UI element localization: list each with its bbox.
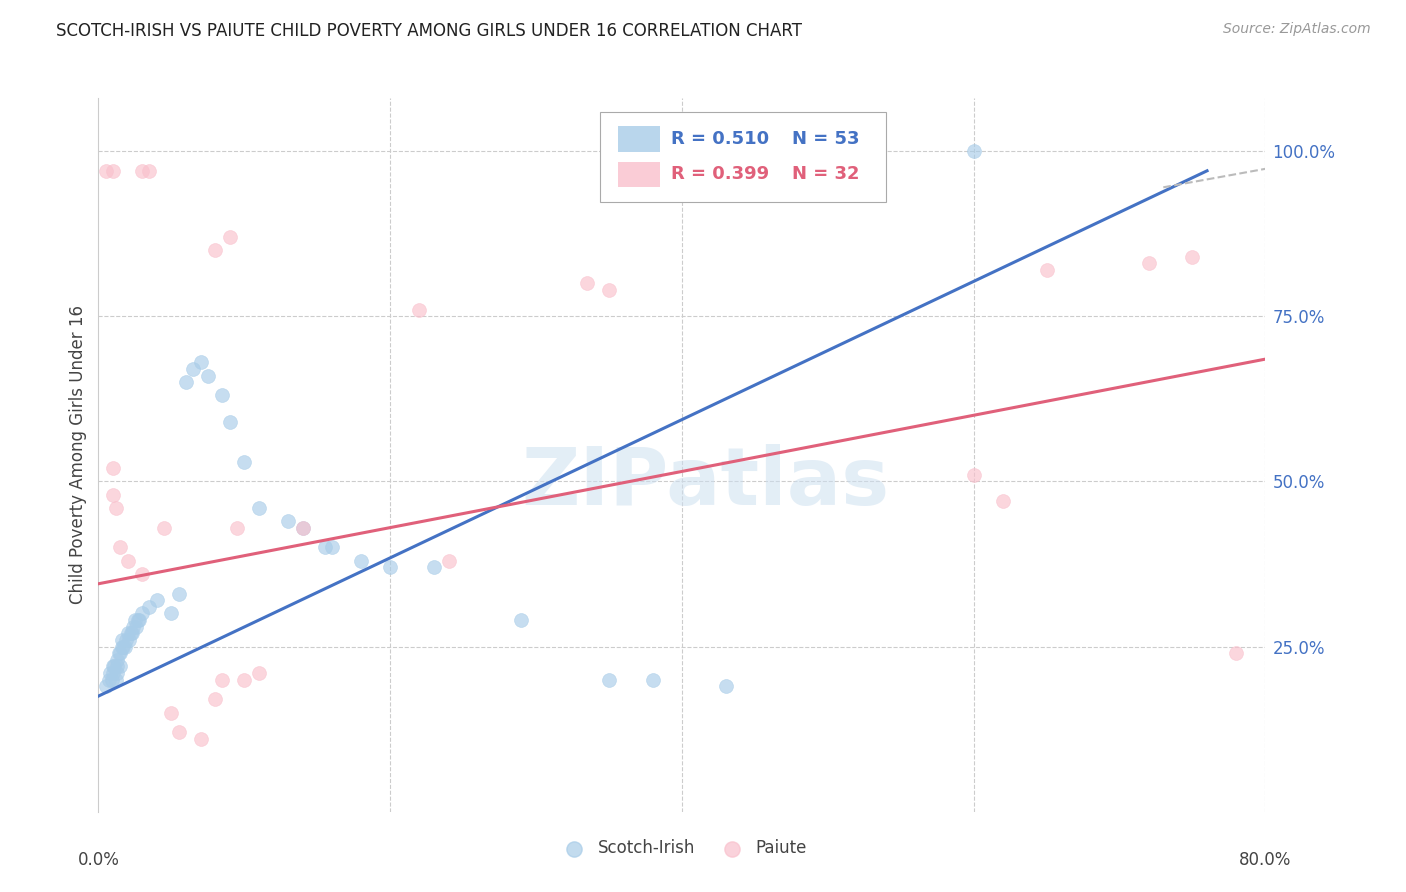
Point — [104, 500, 127, 515]
Point — [247, 500, 270, 515]
Point — [190, 355, 212, 369]
Point — [111, 640, 134, 654]
Point — [991, 494, 1014, 508]
Point — [103, 659, 125, 673]
Point — [211, 673, 233, 687]
Point — [117, 626, 139, 640]
Text: Source: ZipAtlas.com: Source: ZipAtlas.com — [1223, 22, 1371, 37]
Point — [167, 587, 190, 601]
Point — [121, 626, 143, 640]
Point — [105, 665, 128, 680]
Point — [111, 632, 134, 647]
Point — [641, 673, 664, 687]
Text: N = 32: N = 32 — [792, 166, 859, 184]
Point — [576, 276, 599, 290]
Y-axis label: Child Poverty Among Girls Under 16: Child Poverty Among Girls Under 16 — [69, 305, 87, 605]
Point — [314, 541, 336, 555]
Point — [110, 541, 132, 555]
Point — [190, 732, 212, 747]
Point — [277, 514, 299, 528]
Point — [101, 665, 124, 680]
Text: N = 53: N = 53 — [792, 130, 859, 148]
Point — [125, 620, 148, 634]
Point — [94, 679, 117, 693]
Text: R = 0.399: R = 0.399 — [672, 166, 769, 184]
FancyBboxPatch shape — [617, 161, 659, 187]
Point — [122, 620, 145, 634]
Point — [598, 283, 620, 297]
Point — [105, 653, 128, 667]
Point — [233, 673, 256, 687]
Point — [131, 163, 153, 178]
Point — [962, 467, 984, 482]
Point — [204, 692, 226, 706]
Point — [131, 566, 153, 581]
Text: ZIPatlas: ZIPatlas — [522, 444, 890, 523]
Point — [204, 243, 226, 257]
Point — [105, 659, 128, 673]
Point — [226, 520, 249, 534]
Point — [423, 560, 446, 574]
Point — [174, 376, 197, 390]
FancyBboxPatch shape — [617, 126, 659, 152]
Point — [112, 640, 135, 654]
Point — [98, 665, 121, 680]
Point — [146, 593, 169, 607]
Point — [714, 679, 737, 693]
Point — [1137, 256, 1160, 270]
Legend: Scotch-Irish, Paiute: Scotch-Irish, Paiute — [551, 833, 813, 864]
Point — [962, 144, 984, 158]
Point — [211, 388, 233, 402]
Point — [108, 646, 131, 660]
Point — [110, 646, 132, 660]
Point — [510, 613, 533, 627]
Point — [197, 368, 219, 383]
Text: 0.0%: 0.0% — [77, 851, 120, 869]
Point — [115, 632, 138, 647]
Point — [218, 230, 240, 244]
Point — [128, 613, 150, 627]
Point — [104, 673, 127, 687]
Point — [291, 520, 314, 534]
Point — [138, 599, 160, 614]
Point — [94, 163, 117, 178]
Point — [1035, 263, 1057, 277]
Text: SCOTCH-IRISH VS PAIUTE CHILD POVERTY AMONG GIRLS UNDER 16 CORRELATION CHART: SCOTCH-IRISH VS PAIUTE CHILD POVERTY AMO… — [56, 22, 803, 40]
Point — [131, 607, 153, 621]
Point — [97, 673, 120, 687]
Point — [408, 302, 430, 317]
Point — [233, 454, 256, 468]
Point — [160, 706, 183, 720]
Point — [291, 520, 314, 534]
Text: 80.0%: 80.0% — [1239, 851, 1292, 869]
Point — [117, 554, 139, 568]
Point — [100, 673, 122, 687]
Point — [437, 554, 460, 568]
Point — [1225, 646, 1247, 660]
Point — [110, 659, 132, 673]
Point — [181, 362, 204, 376]
Point — [167, 725, 190, 739]
Point — [153, 520, 176, 534]
Point — [118, 632, 141, 647]
Point — [1181, 250, 1204, 264]
Point — [160, 607, 183, 621]
Point — [101, 487, 124, 501]
Point — [101, 461, 124, 475]
Point — [378, 560, 402, 574]
Point — [247, 665, 270, 680]
Point — [321, 541, 343, 555]
Point — [218, 415, 240, 429]
Point — [138, 163, 160, 178]
Point — [127, 613, 149, 627]
Text: R = 0.510: R = 0.510 — [672, 130, 769, 148]
Point — [114, 640, 136, 654]
FancyBboxPatch shape — [600, 112, 886, 202]
Point — [120, 626, 142, 640]
Point — [101, 659, 124, 673]
Point — [598, 673, 620, 687]
Point — [124, 613, 146, 627]
Point — [350, 554, 373, 568]
Point — [101, 163, 124, 178]
